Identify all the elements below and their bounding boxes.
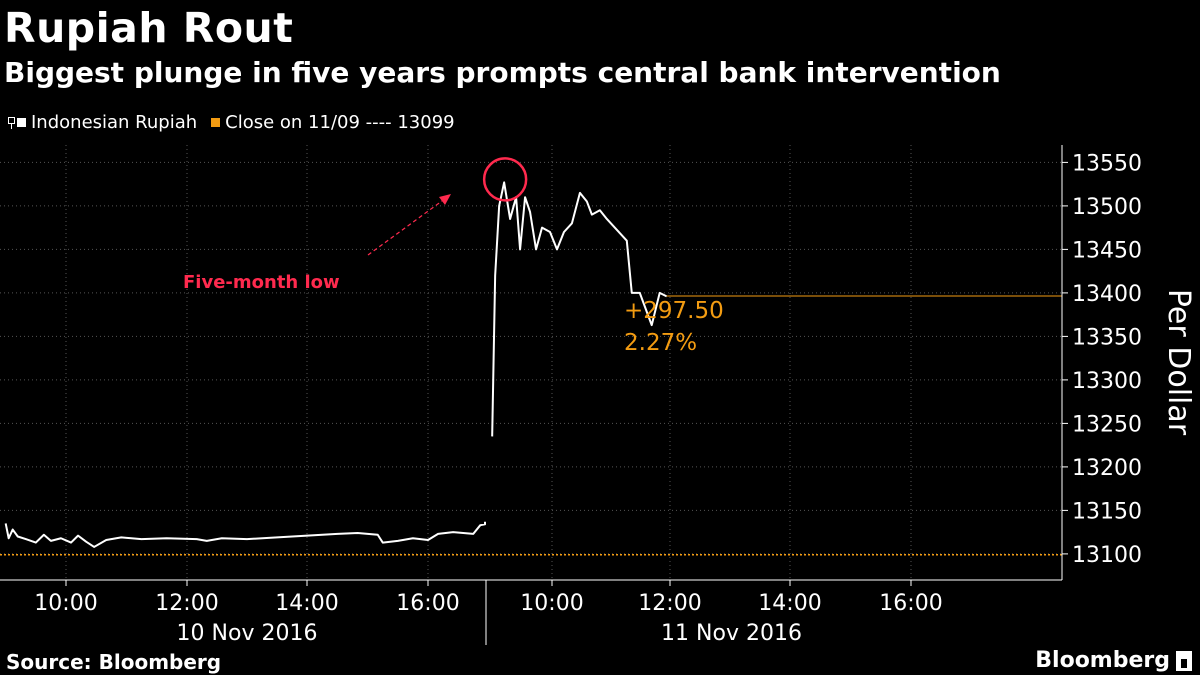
annotation-change-value: +297.50 — [624, 298, 724, 324]
brand-logo: Bloomberg — [1035, 648, 1192, 673]
x-tick-label-1-0: 10:00 — [520, 591, 583, 616]
y-tick-label-13550: 13550 — [1072, 151, 1142, 176]
bloomberg-icon — [1176, 650, 1192, 671]
legend-swatch-white — [17, 118, 26, 127]
y-tick-label-13300: 13300 — [1072, 369, 1142, 394]
series-line-1 — [491, 181, 668, 437]
source-label: Source: Bloomberg — [6, 650, 222, 674]
annotation-arrow-head — [439, 194, 451, 205]
legend: Indonesian Rupiah Close on 11/09 ---- 13… — [8, 112, 469, 133]
x-tick-label-0-1: 12:00 — [155, 591, 218, 616]
legend-item-close: Close on 11/09 ---- 13099 — [211, 112, 455, 133]
x-tick-label-1-1: 12:00 — [638, 591, 701, 616]
x-axis: 10:00 12:00 14:00 16:00 10 Nov 2016 10:00 12:0… — [0, 579, 1062, 646]
series-line-0 — [4, 521, 486, 548]
x-date-label-0: 10 Nov 2016 — [177, 621, 318, 646]
chart-title: Rupiah Rout — [4, 4, 294, 52]
grid-lines — [0, 145, 1062, 580]
y-tick-label-13150: 13150 — [1072, 499, 1142, 524]
x-tick-label-0-3: 16:00 — [396, 591, 459, 616]
series-group — [4, 181, 1062, 548]
x-tick-label-0-0: 10:00 — [34, 591, 97, 616]
pin-icon — [8, 116, 15, 129]
x-tick-label-0-2: 14:00 — [275, 591, 338, 616]
y-tick-label-13400: 13400 — [1072, 282, 1142, 307]
legend-swatch-orange — [211, 118, 221, 127]
annotation-five-month-low: Five-month low — [183, 272, 340, 293]
legend-item-rupiah: Indonesian Rupiah — [8, 112, 197, 133]
y-tick-label-13200: 13200 — [1072, 456, 1142, 481]
annotations: Five-month low +297.50 2.27% — [183, 157, 724, 356]
y-axis-label: Per Dollar — [1161, 289, 1196, 436]
x-tick-label-1-3: 16:00 — [879, 591, 942, 616]
y-axis: 13100 13150 13200 13250 13300 13350 13400 13450… — [1061, 145, 1142, 580]
brand-label: Bloomberg — [1035, 648, 1170, 673]
x-tick-label-1-2: 14:00 — [758, 591, 821, 616]
legend-label-close: Close on 11/09 ---- 13099 — [225, 112, 455, 133]
peak-circle — [482, 157, 528, 202]
x-date-label-1: 11 Nov 2016 — [661, 621, 802, 646]
y-tick-label-13450: 13450 — [1072, 238, 1142, 263]
y-tick-label-13500: 13500 — [1072, 195, 1142, 220]
legend-label-rupiah: Indonesian Rupiah — [31, 112, 198, 133]
annotation-change-percent: 2.27% — [624, 330, 697, 356]
y-tick-label-13250: 13250 — [1072, 412, 1142, 437]
y-tick-label-13100: 13100 — [1072, 543, 1142, 568]
chart-subtitle: Biggest plunge in five years prompts cen… — [4, 56, 1001, 89]
y-tick-label-13350: 13350 — [1072, 325, 1142, 350]
annotation-arrow-line — [367, 197, 447, 256]
